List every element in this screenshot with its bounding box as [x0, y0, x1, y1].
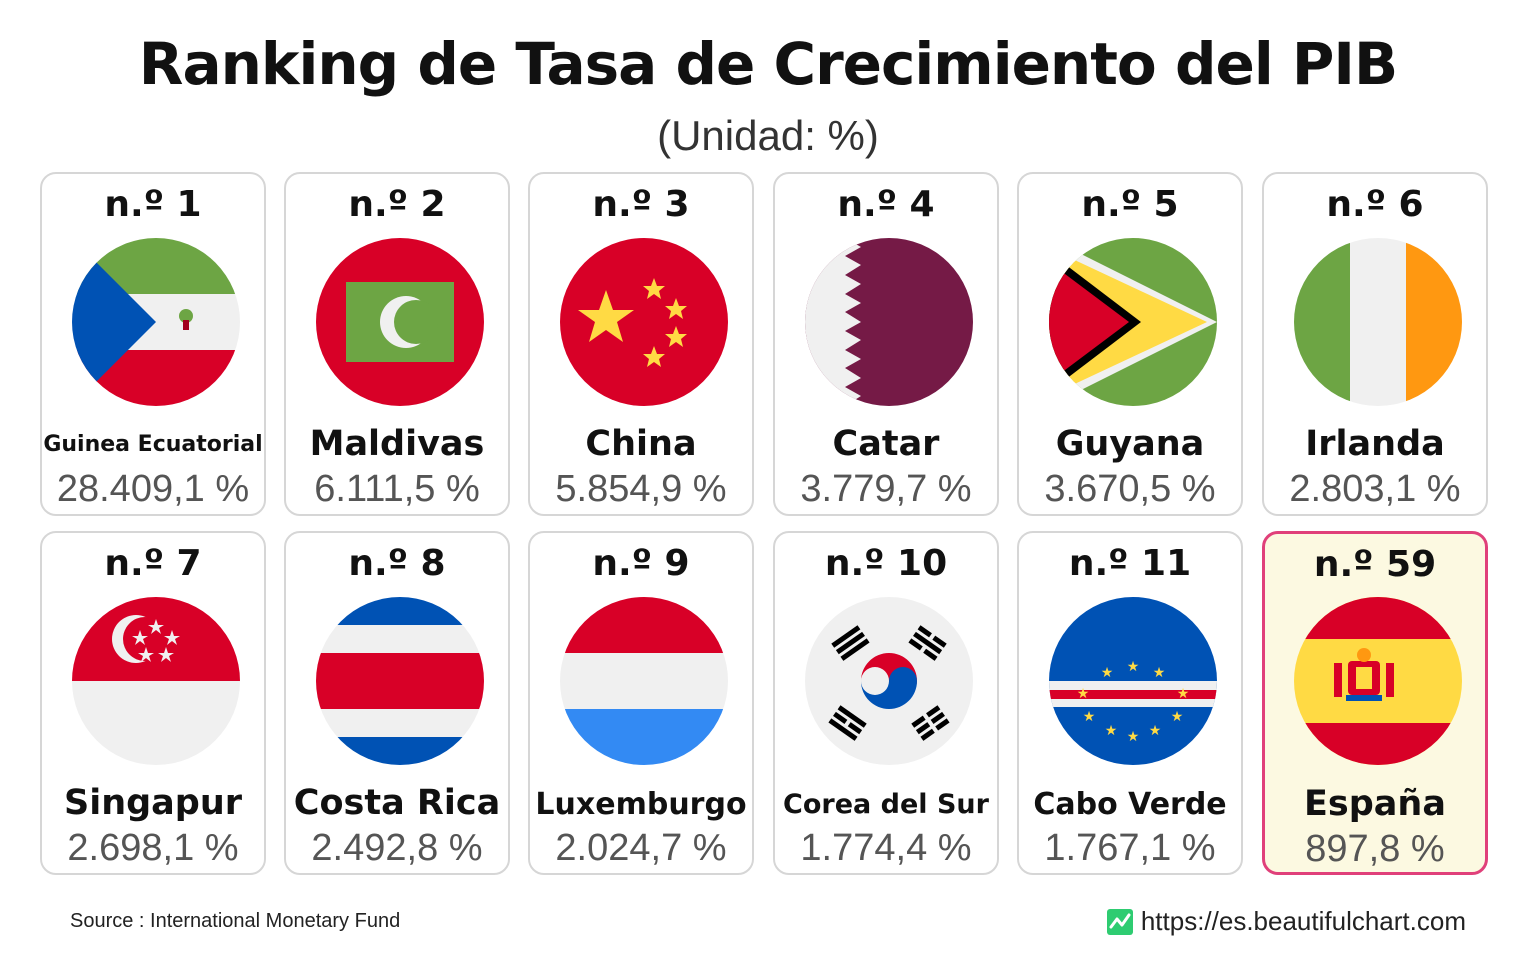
singapore-flag-icon	[72, 597, 240, 765]
rank-label: n.º 1	[104, 184, 202, 225]
country-name: Luxemburgo	[535, 787, 747, 822]
china-flag-icon	[560, 238, 728, 406]
country-name: Cabo Verde	[1033, 787, 1227, 822]
ranking-card: n.º 11 ★ ★ ★ ★ ★ ★ ★ ★ ★ ★ Cabo Verde 1.767,1 …	[1017, 531, 1243, 875]
rank-label: n.º 5	[1081, 184, 1179, 225]
rank-label: n.º 7	[104, 543, 202, 584]
svg-text:★: ★	[1153, 665, 1166, 681]
chart-subtitle: (Unidad: %)	[657, 112, 879, 159]
value-label: 1.767,1 %	[1044, 827, 1216, 869]
guyana-flag-icon	[1049, 238, 1217, 406]
value-label: 1.774,4 %	[800, 827, 972, 869]
country-name: Costa Rica	[293, 783, 501, 823]
svg-text:★: ★	[1177, 686, 1190, 702]
ranking-card: n.º 6 Irlanda 2.803,1 %	[1262, 172, 1488, 516]
rank-label: n.º 3	[592, 184, 690, 225]
country-name: Guinea Ecuatorial	[43, 432, 263, 457]
highlighted-ranking-card: n.º 59 España 897,8 %	[1262, 531, 1488, 875]
ranking-card: n.º 9 Luxemburgo 2.024,7 %	[528, 531, 754, 875]
country-name: Irlanda	[1305, 424, 1445, 464]
maldives-flag-icon	[316, 238, 484, 406]
value-label: 2.024,7 %	[555, 827, 727, 869]
ranking-card: n.º 8 Costa Rica 2.492,8 %	[284, 531, 510, 875]
country-name: Corea del Sur	[783, 789, 989, 820]
chart-title: Ranking de Tasa de Crecimiento del PIB	[138, 30, 1398, 98]
svg-text:★: ★	[1077, 686, 1090, 702]
value-label: 897,8 %	[1305, 828, 1445, 870]
equatorial-guinea-flag-icon	[72, 238, 240, 406]
website-url: https://es.beautifulchart.com	[1140, 906, 1466, 936]
ranking-card: n.º 4 Catar 3.779,7 %	[773, 172, 999, 516]
ranking-card: n.º 1 Guinea Ecuatorial 28.409,1 %	[40, 172, 266, 516]
country-name: Singapur	[63, 783, 243, 823]
rank-label: n.º 10	[824, 543, 948, 584]
country-name: España	[1304, 784, 1446, 824]
rank-label: n.º 11	[1068, 543, 1192, 584]
value-label: 5.854,9 %	[555, 468, 727, 510]
rank-label: n.º 8	[348, 543, 446, 584]
value-label: 3.670,5 %	[1044, 468, 1216, 510]
country-name: Catar	[832, 424, 940, 464]
svg-text:★: ★	[1101, 665, 1114, 681]
value-label: 28.409,1 %	[56, 468, 250, 510]
svg-text:★: ★	[1083, 709, 1096, 725]
svg-text:★: ★	[1171, 709, 1184, 725]
costa-rica-flag-icon	[316, 597, 484, 765]
chart-logo-icon	[1106, 908, 1133, 935]
value-label: 2.492,8 %	[311, 827, 483, 869]
cape-verde-flag-icon: ★ ★ ★ ★ ★ ★ ★ ★ ★ ★	[1049, 597, 1217, 765]
ranking-card: n.º 5 Guyana 3.670,5 %	[1017, 172, 1243, 516]
country-name: Guyana	[1055, 424, 1205, 464]
svg-text:★: ★	[1105, 723, 1118, 739]
ranking-card: n.º 7 Singapur 2.698,1 %	[40, 531, 266, 875]
country-name: Maldivas	[309, 424, 485, 464]
ranking-card: n.º 3 China 5.854,9 %	[528, 172, 754, 516]
country-name: China	[585, 424, 697, 464]
source-note: Source : International Monetary Fund	[70, 910, 401, 932]
rank-label: n.º 4	[837, 184, 935, 225]
spain-flag-icon	[1294, 597, 1462, 765]
value-label: 2.698,1 %	[67, 827, 239, 869]
svg-text:★: ★	[1149, 723, 1162, 739]
value-label: 3.779,7 %	[800, 468, 972, 510]
rank-label: n.º 6	[1326, 184, 1424, 225]
qatar-flag-icon	[805, 238, 973, 406]
luxembourg-flag-icon	[560, 597, 728, 765]
value-label: 2.803,1 %	[1289, 468, 1461, 510]
svg-text:★: ★	[1127, 729, 1140, 745]
ranking-card: n.º 2 Maldivas 6.111,5 %	[284, 172, 510, 516]
rank-label: n.º 59	[1313, 544, 1437, 585]
website-link[interactable]: https://es.beautifulchart.com	[1106, 906, 1466, 937]
value-label: 6.111,5 %	[314, 468, 480, 510]
south-korea-flag-icon	[805, 597, 973, 765]
ranking-card: n.º 10 Corea del Sur 1.774,4 %	[773, 531, 999, 875]
svg-text:★: ★	[1127, 659, 1140, 675]
rank-label: n.º 9	[592, 543, 690, 584]
ireland-flag-icon	[1294, 238, 1462, 406]
rank-label: n.º 2	[348, 184, 446, 225]
